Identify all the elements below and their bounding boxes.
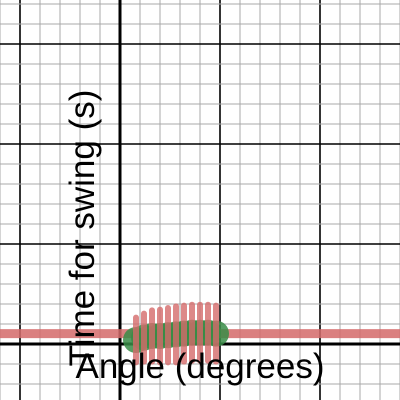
- y-axis-label: Time for swing (s): [63, 90, 102, 367]
- series: [0, 301, 400, 366]
- x-axis-label: Angle (degrees): [75, 347, 324, 386]
